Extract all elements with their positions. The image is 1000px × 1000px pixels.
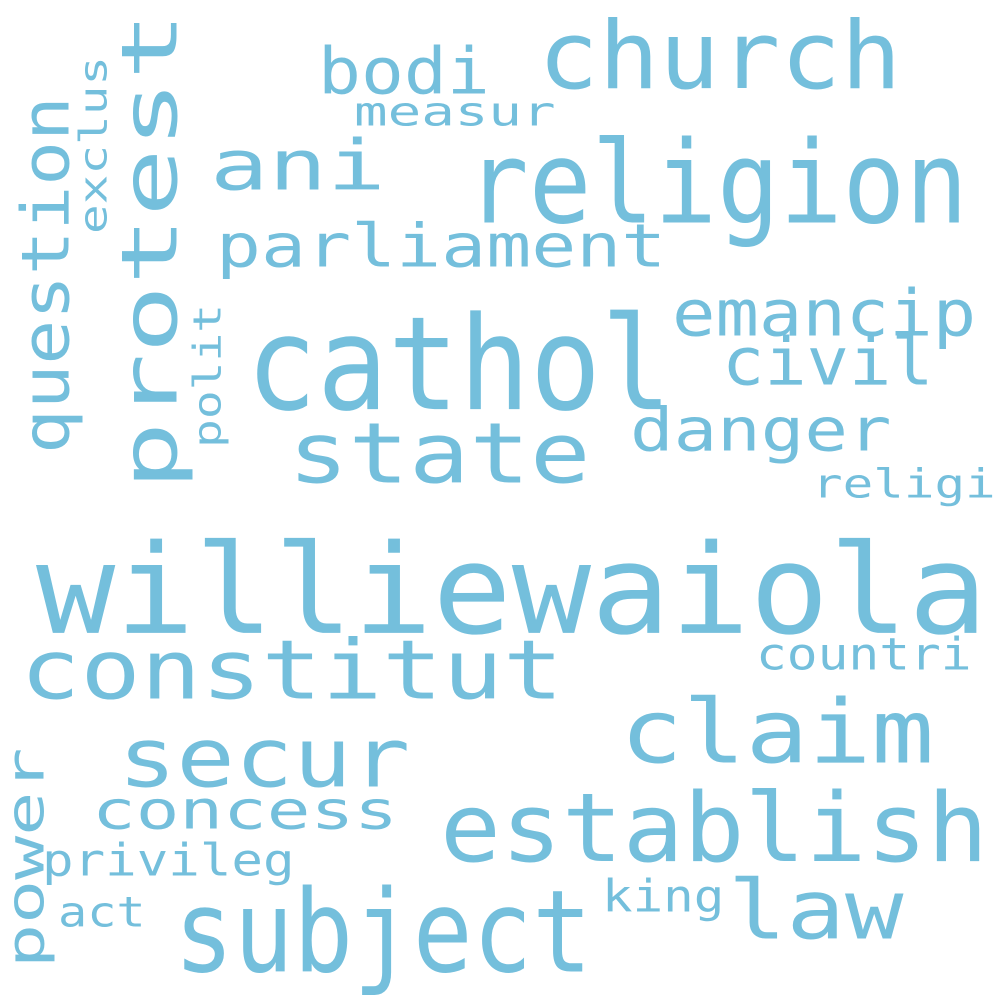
word-countri: countri — [756, 628, 972, 680]
word-danger: danger — [630, 395, 892, 465]
word-bodi: bodi — [318, 34, 490, 109]
word-polit: polit — [186, 303, 230, 448]
word-question: question — [8, 96, 85, 455]
word-constitut: constitut — [20, 623, 564, 719]
word-state: state — [288, 404, 591, 503]
word-cathol: cathol — [246, 288, 673, 440]
word-claim: claim — [620, 680, 935, 784]
word-king: king — [602, 870, 725, 922]
word-protest: protest — [105, 11, 196, 491]
word-exclus: exclus — [72, 55, 116, 234]
word-parliament: parliament — [216, 211, 667, 281]
word-religion: religion — [466, 116, 968, 250]
word-ani: ani — [210, 126, 386, 207]
word-act: act — [58, 888, 146, 937]
word-establish: establish — [440, 771, 989, 884]
word-concess: concess — [92, 779, 398, 842]
word-subject: subject — [174, 866, 593, 1000]
word-church: church — [538, 1, 902, 111]
word-emancip: emancip — [672, 276, 977, 351]
word-civil: civil — [722, 324, 934, 401]
word-religi: religi — [812, 460, 996, 507]
word-measur: measur — [354, 88, 556, 135]
word-privileg: privileg — [42, 834, 295, 886]
word-law: law — [728, 863, 904, 959]
word-secur: secur — [118, 711, 411, 807]
word-williewaiola: williewaiola — [36, 517, 988, 663]
